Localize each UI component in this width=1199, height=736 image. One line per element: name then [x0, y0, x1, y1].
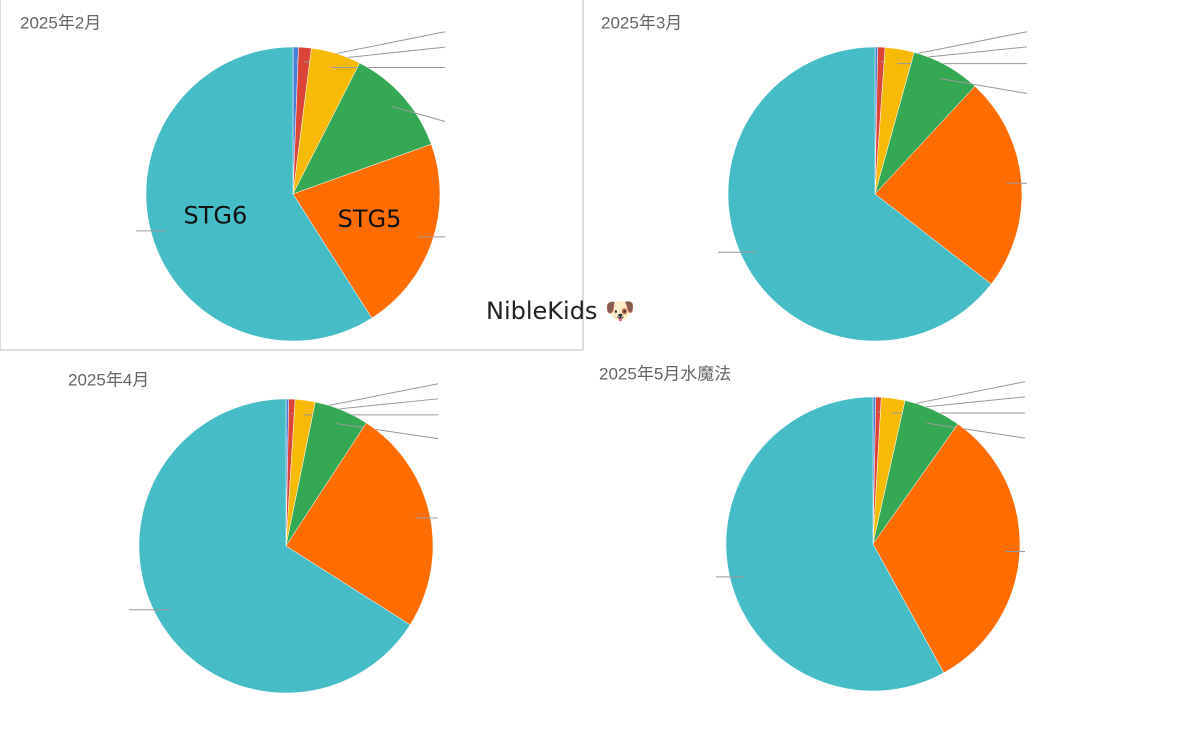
pie-slice	[727, 46, 992, 342]
pie-slice	[138, 398, 411, 694]
chart-title: 2025年3月	[601, 13, 682, 32]
pie-slice	[292, 62, 432, 195]
watermark: NibleKids 🐶	[486, 297, 635, 325]
pie-slice	[725, 396, 945, 692]
slice-label: STG5	[338, 205, 402, 233]
leader-line	[392, 106, 446, 122]
leader-line	[939, 77, 1028, 94]
leader-line	[336, 423, 439, 440]
leader-line	[926, 422, 1026, 439]
pie-slice	[292, 143, 441, 319]
chart-title: 2025年5月水魔法	[599, 364, 731, 383]
pie-slice	[874, 85, 1023, 285]
pie-slice	[285, 422, 434, 626]
pie-slice	[145, 46, 373, 342]
slice-label: STG6	[183, 202, 247, 230]
chart-title: 2025年2月	[20, 13, 101, 32]
chart-title: 2025年4月	[68, 370, 149, 389]
